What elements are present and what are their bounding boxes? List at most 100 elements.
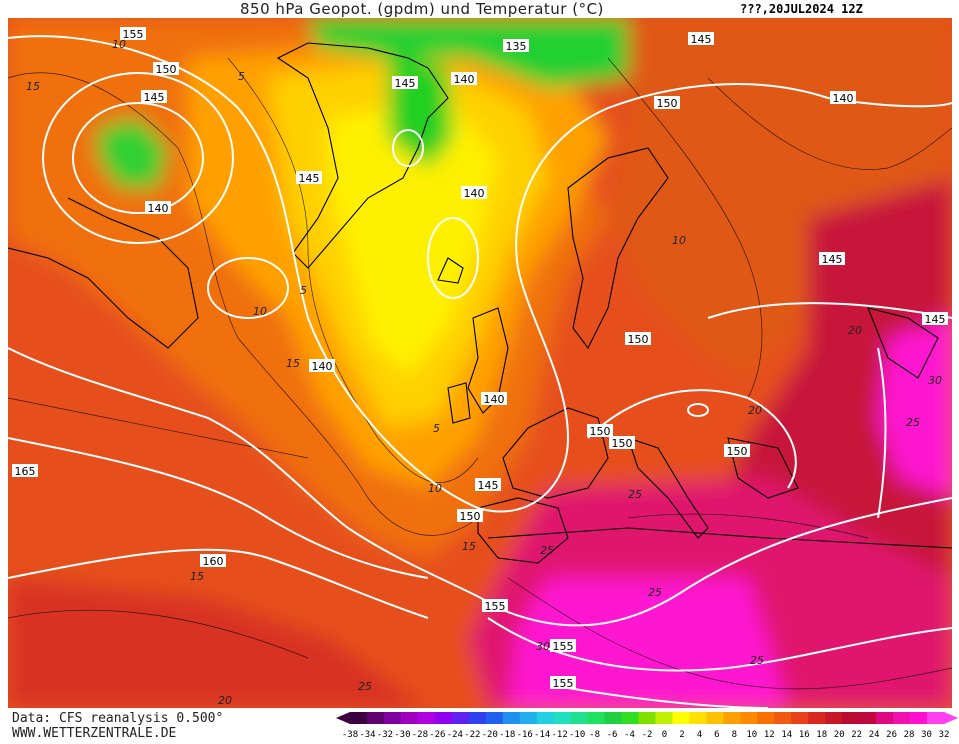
legend-swatch bbox=[434, 712, 453, 724]
legend-swatch bbox=[383, 712, 402, 724]
geopotential-labels: 155 150 145 140 135 140 145 150 145 140 … bbox=[12, 27, 948, 690]
temp-label: 25 bbox=[750, 654, 764, 667]
temp-label: 10 bbox=[253, 305, 267, 318]
legend-swatch bbox=[740, 712, 758, 724]
geopot-label-145-e: 145 bbox=[819, 252, 845, 266]
legend-tick-label: -20 bbox=[482, 730, 498, 740]
temp-label: 15 bbox=[190, 570, 204, 583]
legend-tick-label: 18 bbox=[816, 730, 827, 740]
legend-swatch bbox=[723, 712, 741, 724]
legend-tick-label: 26 bbox=[886, 730, 897, 740]
temp-label: 15 bbox=[26, 80, 40, 93]
legend-swatch bbox=[417, 712, 436, 724]
legend-tick-label: 16 bbox=[799, 730, 810, 740]
geopot-label-text: 145 bbox=[299, 172, 320, 185]
legend-tick-label: 6 bbox=[714, 730, 719, 740]
legend-swatch bbox=[825, 712, 843, 724]
legend-tick-label: -14 bbox=[534, 730, 550, 740]
legend-tick-label: -26 bbox=[429, 730, 445, 740]
legend-tick-label: 0 bbox=[662, 730, 667, 740]
map-title: 850 hPa Geopot. (gpdm) und Temperatur (°… bbox=[240, 0, 604, 18]
legend-tick-label: -22 bbox=[464, 730, 480, 740]
legend-tick-label: 20 bbox=[834, 730, 845, 740]
geopot-label-text: 145 bbox=[691, 33, 712, 46]
isotherms bbox=[8, 57, 952, 690]
geopot-label-145-ne: 145 bbox=[688, 32, 714, 46]
legend-swatch bbox=[553, 712, 572, 724]
legend-tick-label: -10 bbox=[569, 730, 585, 740]
legend-tick-label: -16 bbox=[517, 730, 533, 740]
legend-tick-label: 8 bbox=[732, 730, 737, 740]
geopot-label-text: 150 bbox=[612, 437, 633, 450]
temp-label: 5 bbox=[433, 422, 440, 435]
legend-swatch bbox=[757, 712, 775, 724]
legend-swatch bbox=[485, 712, 504, 724]
legend-swatch bbox=[587, 712, 606, 724]
geopot-label-text: 140 bbox=[148, 202, 169, 215]
legend-swatch bbox=[910, 712, 928, 724]
temp-label: 15 bbox=[462, 540, 476, 553]
legend-swatch bbox=[536, 712, 555, 724]
legend-tick-label: 10 bbox=[746, 730, 757, 740]
geopot-label-145-c: 145 bbox=[296, 171, 322, 185]
legend-swatch bbox=[451, 712, 470, 724]
legend-tick-label: -12 bbox=[552, 730, 568, 740]
legend-swatch bbox=[350, 712, 368, 724]
website-label: WWW.WETTERZENTRALE.DE bbox=[12, 726, 177, 741]
legend-tick-label: -34 bbox=[359, 730, 375, 740]
legend-tick-label: 32 bbox=[939, 730, 950, 740]
temp-label: 30 bbox=[536, 640, 550, 653]
legend-swatch bbox=[791, 712, 809, 724]
legend-tick-label: 2 bbox=[679, 730, 684, 740]
legend-swatch bbox=[893, 712, 911, 724]
geopot-label-150-se: 150 bbox=[587, 424, 613, 438]
temperature-field bbox=[8, 18, 952, 708]
temp-label: 15 bbox=[286, 357, 300, 370]
legend-tick-label: 14 bbox=[781, 730, 792, 740]
legend-tick-label: 28 bbox=[904, 730, 915, 740]
temp-label: 10 bbox=[672, 234, 686, 247]
geopot-label-text: 140 bbox=[833, 92, 854, 105]
legend-swatch bbox=[638, 712, 656, 724]
legend-tick-label: -32 bbox=[377, 730, 393, 740]
legend-swatch bbox=[672, 712, 690, 724]
legend-swatch bbox=[570, 712, 589, 724]
geopot-label-140-s: 140 bbox=[481, 392, 507, 406]
legend-tick-label: -2 bbox=[642, 730, 653, 740]
geopot-label-140-w: 140 bbox=[145, 201, 171, 215]
geopot-label-155-s2: 155 bbox=[550, 639, 576, 653]
weather-map: 155 150 145 140 135 140 145 150 145 140 … bbox=[8, 18, 952, 708]
temperature-labels: 15 10 5 5 10 5 10 10 15 15 20 25 25 30 2… bbox=[26, 38, 942, 707]
geopot-label-text: 155 bbox=[553, 677, 574, 690]
legend-tick-label: 12 bbox=[764, 730, 775, 740]
geopot-label-150-se2: 150 bbox=[609, 436, 635, 450]
geopot-label-text: 155 bbox=[485, 600, 506, 613]
temp-label: 20 bbox=[218, 694, 232, 707]
legend-tick-label: -30 bbox=[394, 730, 410, 740]
temp-label: 5 bbox=[300, 284, 307, 297]
legend-swatch bbox=[706, 712, 724, 724]
isohypses bbox=[8, 35, 952, 708]
legend-tick-label: -28 bbox=[412, 730, 428, 740]
legend-tick-label: -38 bbox=[342, 730, 358, 740]
geopot-label-text: 155 bbox=[553, 640, 574, 653]
geopot-label-145-n: 145 bbox=[392, 76, 418, 90]
legend-tick-label: -24 bbox=[447, 730, 463, 740]
geopot-label-140-sw: 140 bbox=[309, 359, 335, 373]
legend-swatch bbox=[604, 712, 623, 724]
geopot-label-text: 150 bbox=[590, 425, 611, 438]
valid-datetime: ???,20JUL2024 12Z bbox=[740, 2, 863, 16]
geopot-label-140-c: 140 bbox=[461, 186, 487, 200]
legend-swatch bbox=[842, 712, 860, 724]
geopot-label-150-w: 150 bbox=[153, 62, 179, 76]
temperature-color-legend: -38 -34 -32 -30 -28 -26 -24 -22 -20 -18 -16 -14 -12-… bbox=[336, 712, 958, 740]
temp-label: 10 bbox=[112, 38, 126, 51]
geopot-label-140-n: 140 bbox=[451, 72, 477, 86]
geopot-label-150-med: 150 bbox=[724, 444, 750, 458]
legend-tick-label: 30 bbox=[921, 730, 932, 740]
geopot-label-155-s: 155 bbox=[482, 599, 508, 613]
legend-swatches bbox=[336, 712, 958, 724]
geopot-label-text: 145 bbox=[478, 479, 499, 492]
temp-label: 25 bbox=[648, 586, 662, 599]
data-source-label: Data: CFS reanalysis 0.500° bbox=[12, 711, 224, 726]
